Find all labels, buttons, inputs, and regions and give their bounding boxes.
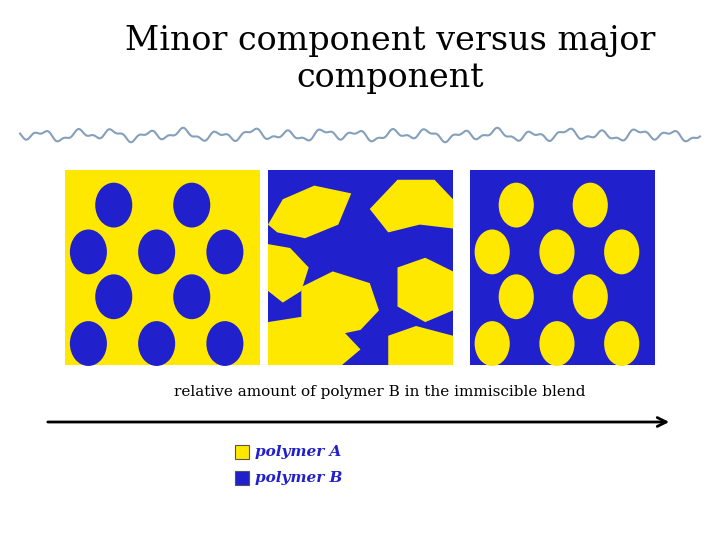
Polygon shape (397, 258, 453, 322)
Ellipse shape (138, 230, 175, 274)
Polygon shape (301, 272, 379, 336)
Ellipse shape (474, 321, 510, 366)
Ellipse shape (572, 274, 608, 319)
Ellipse shape (499, 274, 534, 319)
Ellipse shape (539, 230, 575, 274)
Ellipse shape (604, 321, 639, 366)
Polygon shape (268, 244, 309, 302)
Bar (470, 170, 655, 365)
Ellipse shape (207, 230, 243, 274)
Text: polymer B: polymer B (255, 471, 343, 485)
Ellipse shape (474, 230, 510, 274)
Polygon shape (388, 326, 453, 365)
Polygon shape (370, 180, 453, 232)
Bar (235, 445, 249, 459)
Ellipse shape (604, 230, 639, 274)
Ellipse shape (539, 321, 575, 366)
Text: component: component (296, 62, 484, 94)
Ellipse shape (207, 321, 243, 366)
Text: Minor component versus major: Minor component versus major (125, 25, 655, 57)
Ellipse shape (95, 183, 132, 227)
Text: relative amount of polymer B in the immiscible blend: relative amount of polymer B in the immi… (174, 385, 586, 399)
Ellipse shape (174, 274, 210, 319)
Text: polymer A: polymer A (255, 445, 341, 459)
Ellipse shape (70, 321, 107, 366)
Ellipse shape (572, 183, 608, 227)
Ellipse shape (70, 230, 107, 274)
FancyArrowPatch shape (48, 417, 666, 427)
Bar (268, 170, 453, 365)
Ellipse shape (95, 274, 132, 319)
Polygon shape (268, 316, 361, 365)
Polygon shape (268, 186, 351, 238)
Ellipse shape (138, 321, 175, 366)
Ellipse shape (174, 183, 210, 227)
Bar (235, 471, 249, 485)
Ellipse shape (499, 183, 534, 227)
Bar (65, 170, 260, 365)
